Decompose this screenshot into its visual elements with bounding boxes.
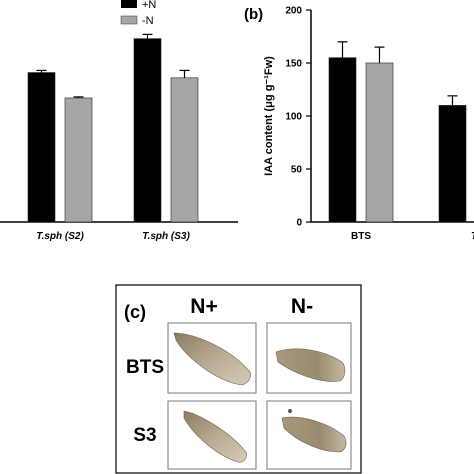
y-tick-label: 150 [285, 59, 302, 70]
x-tick-label: T.sph (S2) [36, 231, 84, 242]
panel-c-label: (c) [124, 302, 146, 322]
x-tick-label: BTS [351, 231, 371, 242]
bar [365, 62, 394, 223]
y-axis-label: IAA content (μg g⁻¹Fw) [263, 56, 275, 176]
y-tick-label: 0 [296, 218, 302, 229]
root-photo-s3-n-minus [266, 400, 352, 470]
y-tick-label: 200 [285, 6, 302, 17]
y-tick-label: 100 [285, 112, 302, 123]
legend-label-minus-n: -N [142, 15, 154, 27]
column-header-n-minus: N- [291, 295, 313, 318]
column-header-n-plus: N+ [190, 295, 217, 318]
root-photo-bts-n-plus [167, 322, 257, 394]
root-photo-bts-n-minus [266, 322, 352, 394]
root-photo-s3-n-plus [167, 400, 257, 470]
x-tick-label: T.sph (S3) [142, 231, 190, 242]
bar [438, 105, 467, 223]
bar [64, 97, 93, 223]
y-tick-label: 50 [291, 165, 303, 176]
row-label-bts: BTS [126, 357, 164, 378]
legend-swatch-plus-n [121, 0, 137, 8]
chart-panel-a: T.sph (S2) T.sph (S3) +N -N [0, 0, 238, 242]
photo-panel-c: (c) N+ N- BTS S3 [115, 284, 362, 474]
panel-b-label: (b) [244, 6, 263, 23]
bar [328, 57, 357, 223]
bar [133, 38, 162, 223]
row-label-s3: S3 [133, 425, 156, 446]
legend-label-plus-n: +N [142, 0, 156, 11]
bar [170, 77, 199, 223]
legend: +N -N [120, 0, 156, 27]
legend-swatch-minus-n [120, 15, 138, 25]
x-tick-label: T.sph [471, 231, 474, 242]
bar [27, 72, 56, 223]
